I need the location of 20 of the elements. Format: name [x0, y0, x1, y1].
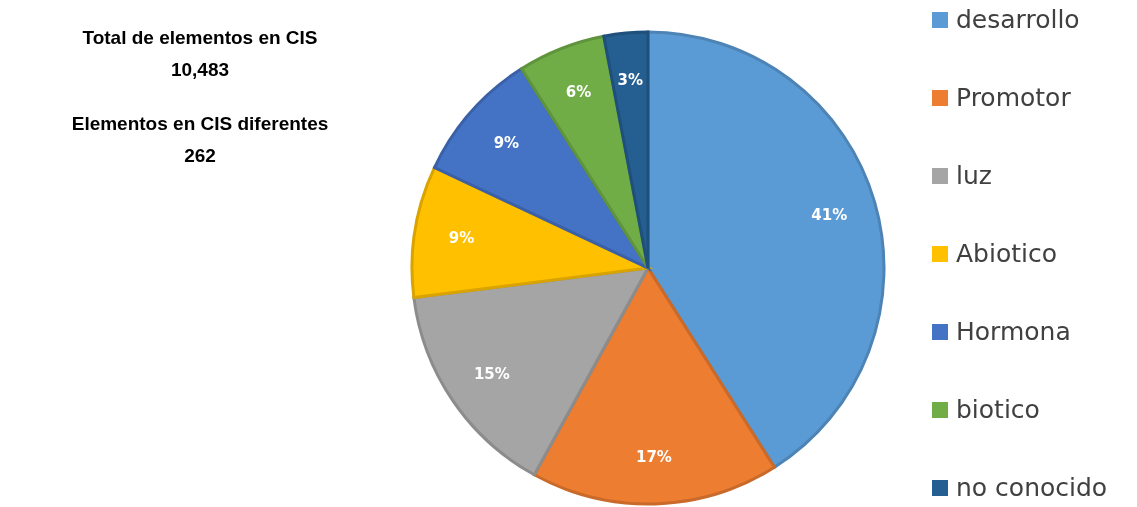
text: 10,483: [169, 58, 231, 82]
data-label: 9%: [493, 134, 520, 153]
data-label: 9%: [448, 229, 475, 248]
pie-slice: [432, 67, 650, 270]
legend-label: no conocido: [956, 473, 1108, 502]
legend-label: desarrollo: [956, 5, 1080, 34]
data-label: 6%: [565, 83, 592, 102]
data-label: 17%: [635, 447, 672, 466]
text: Elementos en CIS diferentes: [70, 112, 330, 136]
pie-slice: [602, 30, 650, 270]
legend-label: Promotor: [956, 83, 1071, 112]
text: Total de elementos en CIS: [81, 26, 319, 50]
legend-label: Abiotico: [956, 239, 1058, 268]
legend-label: Hormona: [956, 317, 1071, 346]
legend-label: luz: [956, 161, 992, 190]
legend-label: biotico: [956, 395, 1040, 424]
data-label: 15%: [473, 365, 510, 384]
text: 262: [183, 144, 217, 168]
data-label: 3%: [617, 71, 643, 90]
data-label: 41%: [811, 206, 848, 225]
